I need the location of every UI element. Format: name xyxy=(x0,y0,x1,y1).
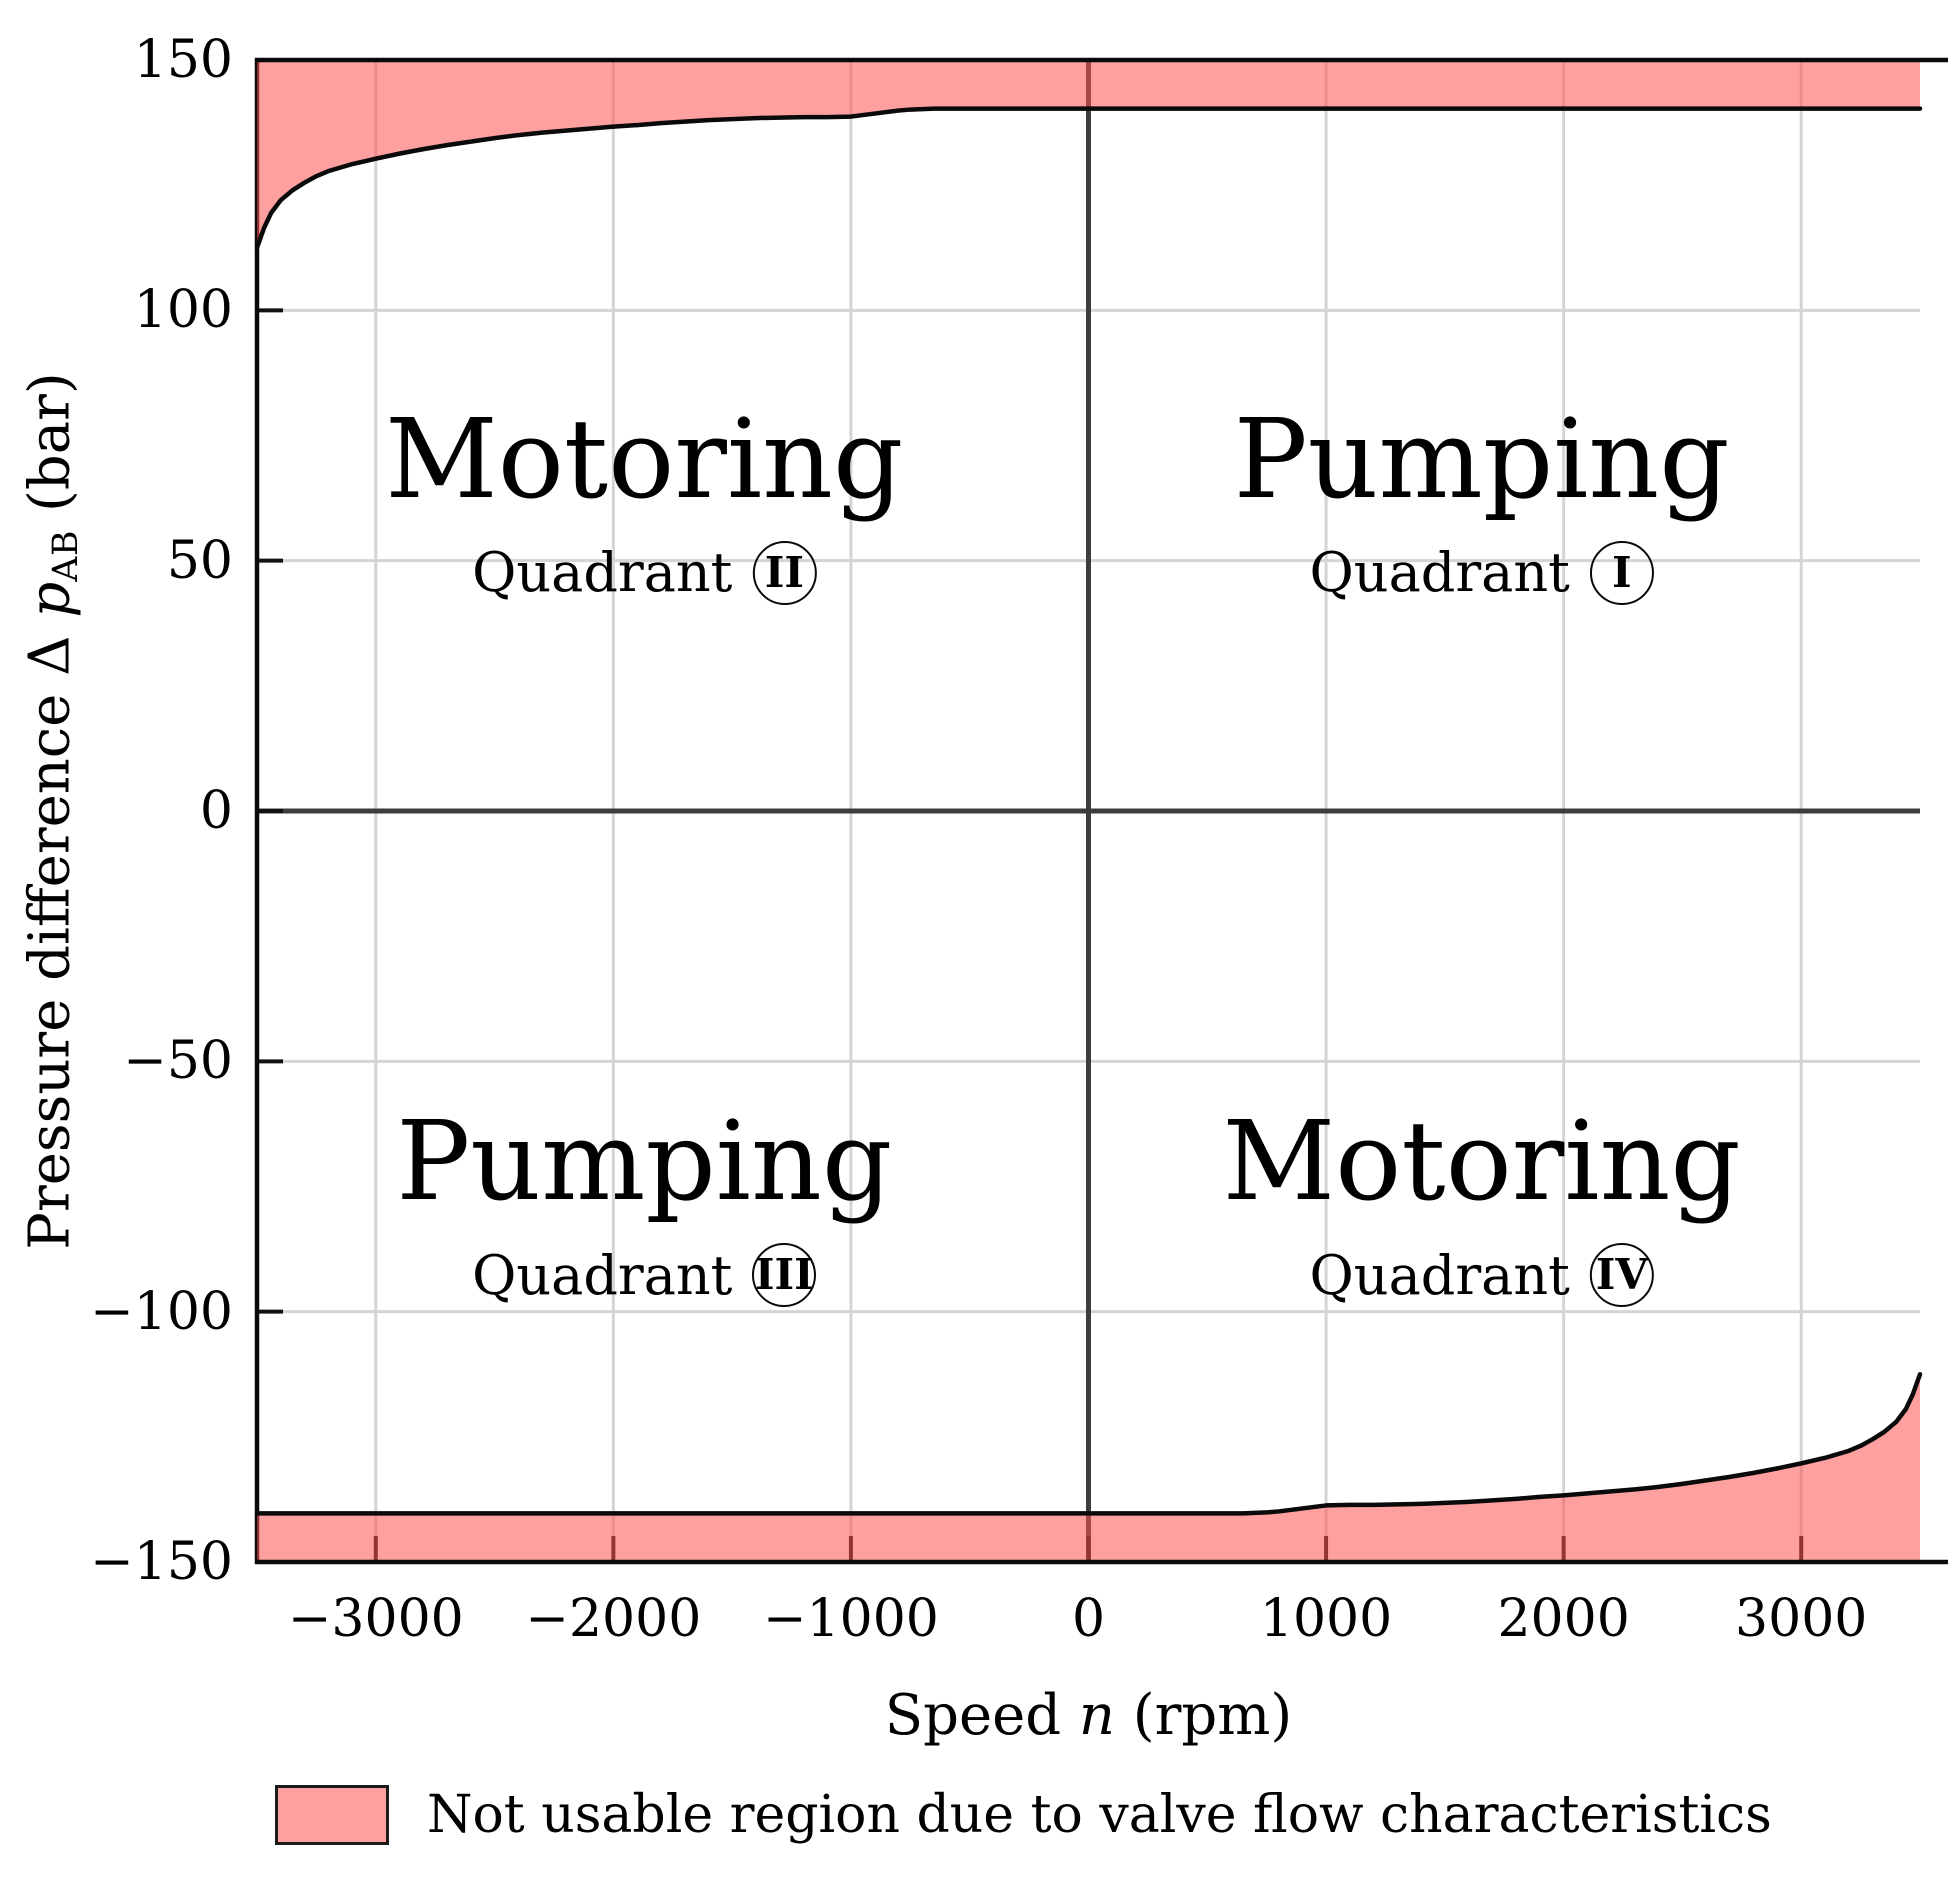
quadrant-numeral: II xyxy=(764,547,805,597)
quadrant-numeral-circle: III xyxy=(752,1243,817,1308)
quadrant-label-II: Motoring Quadrant II xyxy=(385,401,903,606)
x-axis-title: Speed n (rpm) xyxy=(885,1688,1292,1744)
quadrant-numeral-circle: II xyxy=(752,540,817,605)
y-tick-label: −50 xyxy=(123,1031,233,1092)
x-tick-label: −2000 xyxy=(525,1589,702,1649)
y-tick-label: −100 xyxy=(90,1281,233,1342)
quadrant-numeral: IV xyxy=(1595,1250,1648,1300)
x-tick-label: 3000 xyxy=(1735,1589,1868,1649)
zero-axes xyxy=(257,60,1920,1562)
x-tick-label: 2000 xyxy=(1497,1589,1630,1649)
quadrant-text: Quadrant xyxy=(1309,541,1570,605)
quadrant-label-IV: Motoring Quadrant IV xyxy=(1223,1103,1741,1308)
lower-not-usable-boundary xyxy=(254,1372,1923,1516)
quadrant-numeral: III xyxy=(754,1250,814,1300)
x-axis-title-pre: Speed xyxy=(884,1683,1079,1748)
quadrant-mode-word: Pumping xyxy=(396,1097,893,1226)
x-tick-label: −1000 xyxy=(762,1589,939,1649)
quadrant-label-I: Pumping Quadrant I xyxy=(1234,401,1730,606)
y-axis-variable-subscript: AB xyxy=(45,529,86,582)
x-axis-variable: n xyxy=(1078,1683,1115,1748)
quadrant-mode-word: Motoring xyxy=(1222,1097,1741,1226)
x-tick-label: 0 xyxy=(1071,1589,1106,1649)
quadrant-numeral-circle: IV xyxy=(1589,1243,1654,1308)
quadrant-label-III: Pumping Quadrant III xyxy=(396,1103,892,1308)
y-axis-title-pre: Pressure difference Δ xyxy=(17,617,83,1250)
quadrant-mode-word: Motoring xyxy=(385,395,904,524)
y-tick-label: 150 xyxy=(133,30,233,90)
y-axis-title: Pressure difference Δ pAB (bar) xyxy=(17,372,86,1249)
quadrant-text: Quadrant xyxy=(472,541,733,605)
quadrant-text: Quadrant xyxy=(472,1243,733,1307)
x-tick-label: 1000 xyxy=(1259,1589,1393,1649)
quadrant-numeral: I xyxy=(1611,547,1632,597)
x-axis-title-post: (rpm) xyxy=(1115,1683,1293,1748)
y-axis-title-post: (bar) xyxy=(17,372,83,530)
legend-not-usable-swatch xyxy=(275,1785,389,1845)
y-tick-label: −150 xyxy=(90,1532,233,1592)
legend-label: Not usable region due to valve flow char… xyxy=(427,1785,1772,1845)
quadrant-mode-word: Pumping xyxy=(1233,395,1730,524)
y-tick-label: 50 xyxy=(166,530,233,591)
y-axis-variable: p xyxy=(17,581,83,618)
legend: Not usable region due to valve flow char… xyxy=(275,1785,1772,1845)
y-tick-label: 0 xyxy=(199,781,233,841)
quadrant-numeral-circle: I xyxy=(1589,540,1654,605)
x-tick-label: −3000 xyxy=(287,1589,464,1649)
upper-not-usable-boundary xyxy=(254,106,1923,250)
y-tick-label: 100 xyxy=(133,280,233,341)
quadrant-text: Quadrant xyxy=(1309,1243,1570,1307)
